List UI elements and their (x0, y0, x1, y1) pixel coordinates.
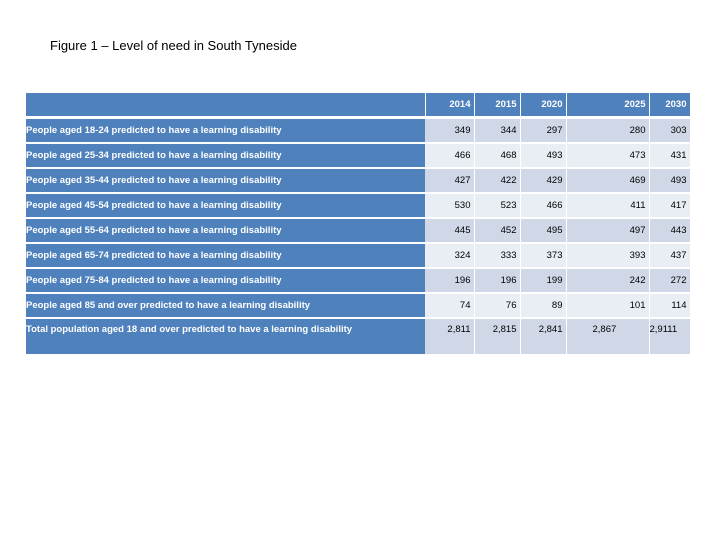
table-cell: 530 (425, 193, 475, 219)
row-label: People aged 18-24 predicted to have a le… (26, 117, 425, 144)
row-label: People aged 75-84 predicted to have a le… (26, 268, 425, 294)
column-header: 2025 (566, 93, 650, 119)
total-row-label: Total population aged 18 and over predic… (26, 318, 425, 354)
table-row: People aged 18-24 predicted to have a le… (26, 117, 691, 144)
table-cell: 417 (649, 193, 691, 219)
table-cell: 89 (520, 293, 567, 319)
table-cell: 469 (566, 168, 650, 194)
table-cell: 411 (566, 193, 650, 219)
table-cell: 196 (474, 268, 521, 294)
table-cell: 76 (474, 293, 521, 319)
table-row: People aged 85 and over predicted to hav… (26, 293, 691, 319)
table-cell: 74 (425, 293, 475, 319)
table-cell: 101 (566, 293, 650, 319)
table-cell: 344 (474, 117, 521, 144)
table-cell: 497 (566, 218, 650, 244)
table-cell: 297 (520, 117, 567, 144)
table-cell: 199 (520, 268, 567, 294)
table-cell: 493 (520, 143, 567, 169)
total-cell: 2,815 (474, 318, 521, 354)
total-cell: 2,9111 (649, 318, 691, 354)
table-cell: 523 (474, 193, 521, 219)
row-label: People aged 35-44 predicted to have a le… (26, 168, 425, 194)
table-cell: 333 (474, 243, 521, 269)
table-cell: 427 (425, 168, 475, 194)
table-cell: 349 (425, 117, 475, 144)
column-header: 2015 (474, 93, 521, 119)
table-cell: 445 (425, 218, 475, 244)
table-row: People aged 75-84 predicted to have a le… (26, 268, 691, 294)
table-row: People aged 25-34 predicted to have a le… (26, 143, 691, 169)
table-cell: 242 (566, 268, 650, 294)
figure-title: Figure 1 – Level of need in South Tynesi… (50, 38, 297, 53)
table-cell: 495 (520, 218, 567, 244)
table-cell: 422 (474, 168, 521, 194)
table-cell: 429 (520, 168, 567, 194)
column-header: 2020 (520, 93, 567, 119)
table-row: People aged 35-44 predicted to have a le… (26, 168, 691, 194)
row-label: People aged 45-54 predicted to have a le… (26, 193, 425, 219)
table-total-row: Total population aged 18 and over predic… (26, 318, 691, 354)
table-cell: 303 (649, 117, 691, 144)
row-label: People aged 55-64 predicted to have a le… (26, 218, 425, 244)
total-cell: 2,867 (566, 318, 650, 354)
table-header-row: 2014 2015 2020 2025 2030 (26, 93, 691, 119)
total-cell: 2,811 (425, 318, 475, 354)
table-cell: 466 (520, 193, 567, 219)
table-cell: 493 (649, 168, 691, 194)
table-cell: 324 (425, 243, 475, 269)
table-cell: 280 (566, 117, 650, 144)
table-cell: 373 (520, 243, 567, 269)
table-row: People aged 65-74 predicted to have a le… (26, 243, 691, 269)
table-cell: 393 (566, 243, 650, 269)
table-row: People aged 55-64 predicted to have a le… (26, 218, 691, 244)
row-label: People aged 25-34 predicted to have a le… (26, 143, 425, 169)
table-cell: 272 (649, 268, 691, 294)
table-cell: 466 (425, 143, 475, 169)
table-cell: 114 (649, 293, 691, 319)
row-label: People aged 65-74 predicted to have a le… (26, 243, 425, 269)
total-cell: 2,841 (520, 318, 567, 354)
header-corner-cell (26, 93, 426, 119)
table-cell: 443 (649, 218, 691, 244)
column-header: 2030 (649, 93, 691, 119)
table-cell: 452 (474, 218, 521, 244)
table-cell: 431 (649, 143, 691, 169)
table-cell: 437 (649, 243, 691, 269)
learning-disability-table: 2014 2015 2020 2025 2030 People aged 18-… (26, 93, 691, 354)
table-cell: 473 (566, 143, 650, 169)
row-label: People aged 85 and over predicted to hav… (26, 293, 425, 319)
table-cell: 468 (474, 143, 521, 169)
column-header: 2014 (425, 93, 475, 119)
table-cell: 196 (425, 268, 475, 294)
table-row: People aged 45-54 predicted to have a le… (26, 193, 691, 219)
